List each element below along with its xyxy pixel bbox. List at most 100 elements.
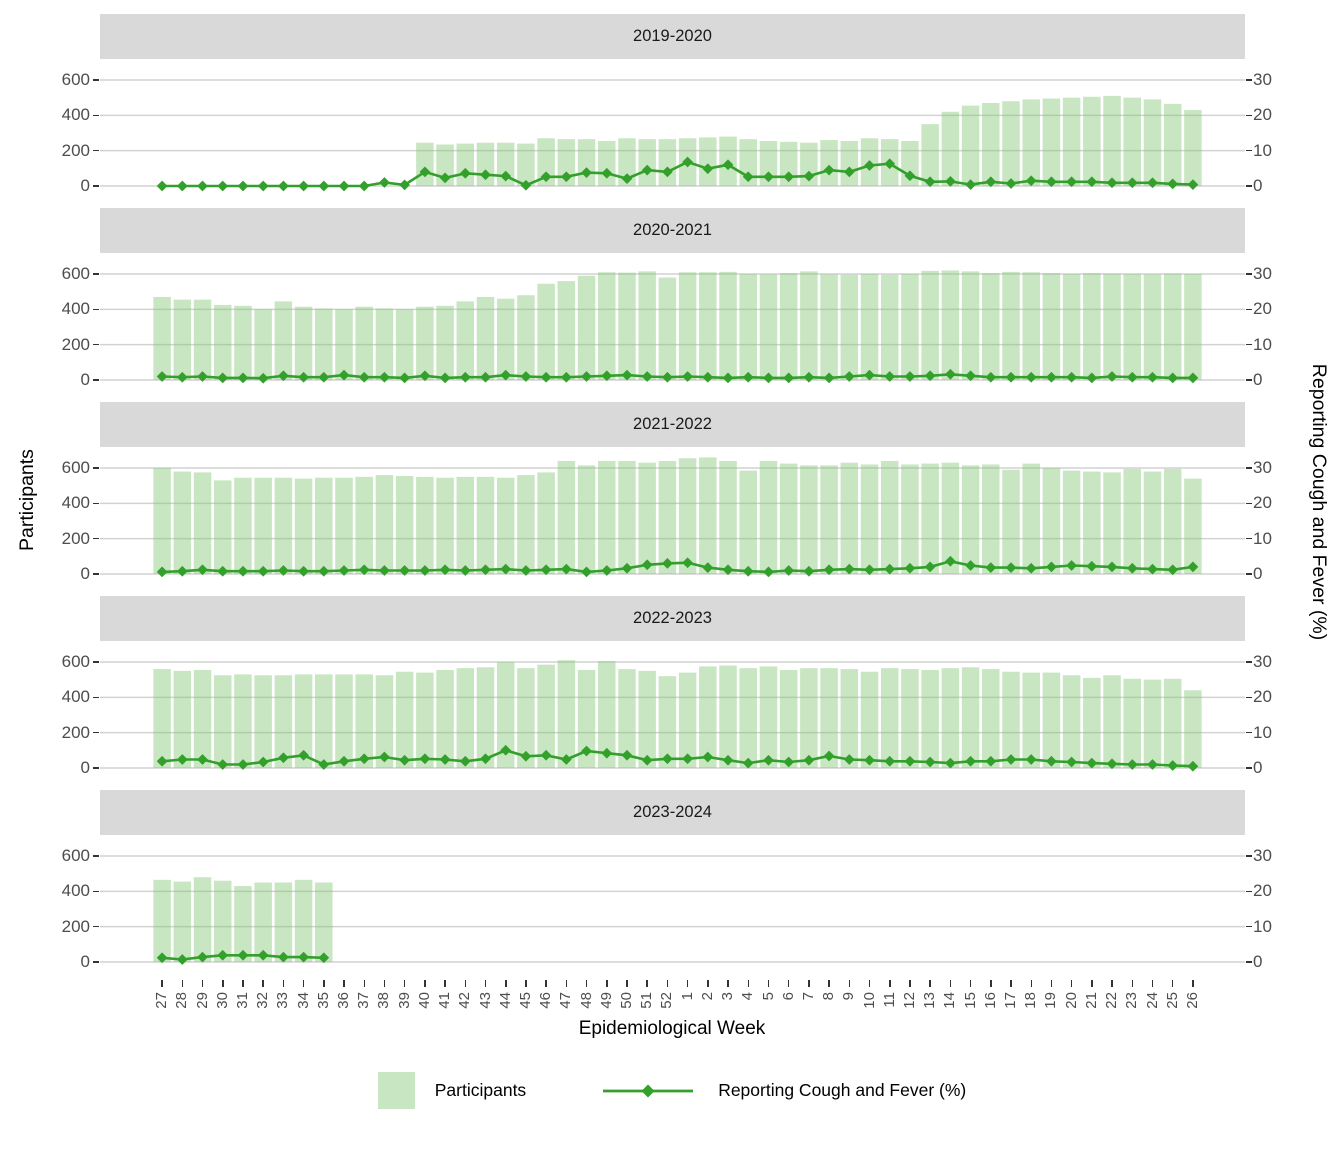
participants-bar [1022, 99, 1040, 186]
cough-fever-point [278, 180, 289, 192]
x-tick-mark [505, 980, 507, 987]
cough-fever-point [1025, 371, 1037, 383]
participants-bar [517, 668, 535, 768]
participants-bar [254, 675, 272, 768]
y-tick-label-left: 600 [61, 652, 90, 671]
participants-bar [213, 480, 232, 574]
cough-fever-line [162, 372, 1193, 380]
participants-bar [618, 272, 636, 380]
x-tick-mark [666, 980, 669, 987]
participants-bar [961, 465, 980, 574]
y-tick-mark [1246, 731, 1252, 734]
cough-fever-point [358, 371, 370, 383]
x-tick-mark [1070, 980, 1073, 987]
y-tick-mark [1246, 502, 1252, 505]
participants-bar [1022, 672, 1040, 768]
participants-bar [1143, 679, 1162, 768]
participants-bar [436, 669, 454, 768]
participants-bar [274, 301, 293, 380]
y-tick-mark [1246, 961, 1252, 963]
x-tick-mark [484, 980, 487, 987]
facet-strip-label: 2022-2023 [100, 596, 1245, 641]
cough-fever-point [601, 370, 613, 382]
x-tick-mark [222, 980, 224, 987]
y-tick-mark [1246, 890, 1252, 893]
participants-bar [1042, 98, 1061, 186]
y-tick-label-left: 400 [61, 881, 90, 901]
participants-bar [739, 470, 757, 574]
x-tick-mark [929, 980, 931, 987]
cough-fever-point [560, 371, 572, 383]
facet-strip-label: 2020-2021 [100, 208, 1245, 253]
participants-bar [193, 669, 212, 768]
y-tick-mark [1246, 696, 1252, 699]
participants-bar [699, 666, 717, 768]
cough-fever-point [965, 370, 976, 382]
participants-bar [153, 468, 171, 574]
facet-panel [100, 447, 1245, 592]
cough-fever-point [379, 371, 390, 383]
participants-bar [537, 283, 555, 380]
y-tick-label-left: 400 [61, 687, 90, 707]
participants-bar [355, 476, 373, 574]
y-tick-label-left: 600 [61, 70, 90, 89]
cough-fever-point [1046, 371, 1057, 383]
y-tick-label-right: 30 [1253, 458, 1272, 477]
y-tick-mark [1246, 573, 1252, 575]
participants-bar [658, 277, 677, 380]
cough-fever-point [1086, 176, 1098, 188]
cough-fever-point [318, 759, 330, 770]
participants-swatch-icon [377, 1072, 415, 1109]
x-tick-mark [1111, 980, 1113, 987]
participants-bar [153, 669, 171, 768]
cough-fever-point [459, 371, 471, 383]
y-tick-mark [93, 79, 99, 81]
y-tick-label-right: 20 [1253, 105, 1272, 125]
participants-bar [1123, 274, 1142, 380]
cough-fever-point [1005, 371, 1017, 383]
cough-fever-line [161, 748, 1193, 768]
cough-fever-point [156, 180, 168, 192]
y-tick-label-right: 10 [1253, 334, 1272, 354]
participants-bar [395, 475, 414, 574]
participants-bar [618, 460, 636, 574]
y-tick-mark [1246, 855, 1252, 857]
y-tick-mark [93, 467, 99, 469]
y-tick-label-left: 0 [80, 176, 90, 195]
participants-bar [234, 305, 252, 380]
x-tick-mark [424, 980, 426, 987]
participants-bar [739, 668, 757, 768]
participants-bar [254, 309, 272, 380]
participants-bar [719, 271, 737, 380]
participants-bar [496, 298, 515, 380]
y-tick-mark [93, 855, 99, 857]
x-tick-mark [1192, 980, 1194, 987]
x-tick-mark [585, 980, 588, 987]
participants-bar [1143, 274, 1162, 380]
x-tick-mark [949, 980, 952, 987]
participants-bar [234, 886, 252, 962]
participants-bar [860, 671, 879, 768]
participants-bar [1184, 478, 1202, 574]
y-tick-mark [93, 379, 99, 381]
participants-bar [213, 304, 232, 380]
y-tick-mark [1246, 149, 1252, 152]
participants-bar [173, 670, 192, 768]
participants-bar [638, 462, 656, 574]
participants-bar [193, 877, 212, 962]
cough-fever-point [298, 180, 309, 192]
cough-fever-point [217, 180, 229, 192]
cough-fever-point [945, 368, 956, 380]
cough-fever-point [702, 371, 714, 383]
x-tick-mark [727, 980, 729, 987]
y-tick-mark [93, 273, 99, 275]
cough-fever-point [480, 371, 491, 383]
participants-bar [820, 140, 838, 186]
y-tick-mark [1246, 661, 1252, 663]
participants-bar [1083, 471, 1101, 574]
y-tick-label-left: 0 [80, 564, 90, 583]
participants-bar [517, 295, 535, 380]
x-tick-mark [403, 980, 406, 987]
participants-bar [820, 668, 838, 768]
facet-strip-label: 2019-2020 [100, 14, 1245, 59]
